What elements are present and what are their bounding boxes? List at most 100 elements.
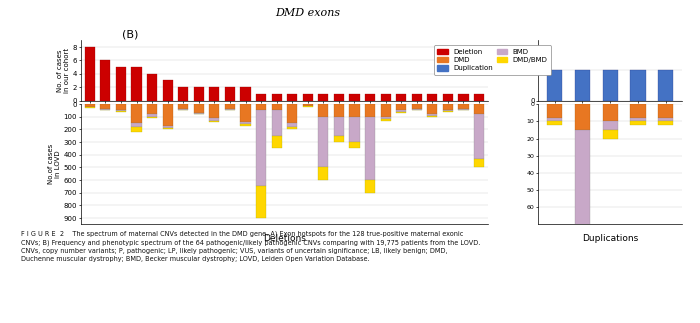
Bar (272, 104, 281, 110)
Bar (412, 94, 422, 100)
Bar (547, 118, 562, 121)
Bar (287, 94, 298, 100)
Bar (147, 104, 158, 114)
Bar (116, 111, 126, 112)
Bar (209, 87, 219, 100)
Bar (116, 67, 126, 100)
Text: F I G U R E  2    The spectrum of maternal CNVs detected in the DMD gene. A) Exo: F I G U R E 2 The spectrum of maternal C… (21, 231, 480, 262)
Bar (178, 104, 188, 109)
Bar (178, 109, 188, 110)
Bar (396, 104, 406, 110)
Bar (443, 104, 453, 110)
Bar (427, 94, 438, 100)
Bar (575, 233, 590, 276)
Bar (302, 94, 313, 100)
Bar (381, 104, 391, 117)
Bar (334, 94, 344, 100)
Bar (603, 130, 618, 139)
X-axis label: Duplications: Duplications (582, 234, 638, 243)
Bar (443, 110, 453, 111)
Bar (100, 60, 111, 100)
Bar (318, 94, 328, 100)
Bar (658, 70, 673, 100)
Bar (225, 104, 235, 109)
Bar (147, 74, 158, 100)
Bar (194, 104, 204, 113)
Bar (575, 130, 590, 233)
Legend: Deletion, DMD, Duplication, BMD, DMD/BMD: Deletion, DMD, Duplication, BMD, DMD/BMD (434, 46, 551, 75)
Bar (162, 104, 173, 126)
Bar (412, 109, 422, 110)
Bar (209, 118, 219, 120)
Bar (631, 121, 645, 125)
Text: DMD exons: DMD exons (275, 8, 341, 18)
Bar (302, 104, 313, 106)
Bar (100, 104, 111, 109)
Bar (132, 123, 141, 127)
Bar (443, 94, 453, 100)
Bar (631, 104, 645, 118)
Bar (547, 70, 562, 100)
Bar (162, 128, 173, 130)
Bar (132, 67, 141, 100)
Bar (474, 104, 484, 114)
Bar (287, 123, 298, 127)
Bar (132, 104, 141, 123)
Y-axis label: No. of cases
in our cohort: No. of cases in our cohort (57, 48, 70, 93)
Bar (412, 104, 422, 109)
Bar (85, 47, 95, 100)
Bar (116, 104, 126, 110)
Bar (658, 121, 673, 125)
Bar (272, 94, 281, 100)
Bar (318, 104, 328, 117)
Bar (603, 70, 618, 100)
Bar (240, 104, 251, 122)
Bar (575, 70, 590, 100)
Bar (381, 117, 391, 120)
Bar (427, 114, 438, 116)
Bar (100, 109, 111, 110)
Bar (162, 80, 173, 100)
Bar (365, 94, 375, 100)
Bar (458, 109, 468, 110)
Bar (396, 112, 406, 113)
Bar (256, 186, 266, 218)
Bar (225, 109, 235, 110)
Bar (349, 117, 360, 142)
Bar (240, 122, 251, 124)
Bar (209, 104, 219, 118)
Bar (85, 104, 95, 107)
Text: (B): (B) (122, 29, 139, 39)
Bar (147, 114, 158, 117)
Bar (318, 117, 328, 168)
Bar (349, 104, 360, 117)
Bar (132, 127, 141, 132)
Bar (225, 87, 235, 100)
Bar (256, 104, 266, 110)
Bar (287, 127, 298, 130)
X-axis label: Deletions: Deletions (263, 234, 306, 243)
Bar (396, 110, 406, 112)
Bar (474, 114, 484, 159)
Bar (302, 106, 313, 107)
Bar (85, 107, 95, 108)
Y-axis label: No.of cases
in LOVD: No.of cases in LOVD (48, 144, 61, 184)
Bar (443, 111, 453, 112)
Bar (458, 104, 468, 109)
Bar (194, 87, 204, 100)
Bar (287, 104, 298, 123)
Bar (334, 136, 344, 142)
Bar (603, 121, 618, 130)
Bar (427, 116, 438, 117)
Bar (547, 104, 562, 118)
Bar (631, 118, 645, 121)
Bar (575, 104, 590, 130)
Bar (349, 94, 360, 100)
Bar (547, 121, 562, 125)
Bar (365, 180, 375, 193)
Bar (272, 110, 281, 136)
Bar (381, 94, 391, 100)
Bar (396, 94, 406, 100)
Bar (631, 70, 645, 100)
Bar (458, 94, 468, 100)
